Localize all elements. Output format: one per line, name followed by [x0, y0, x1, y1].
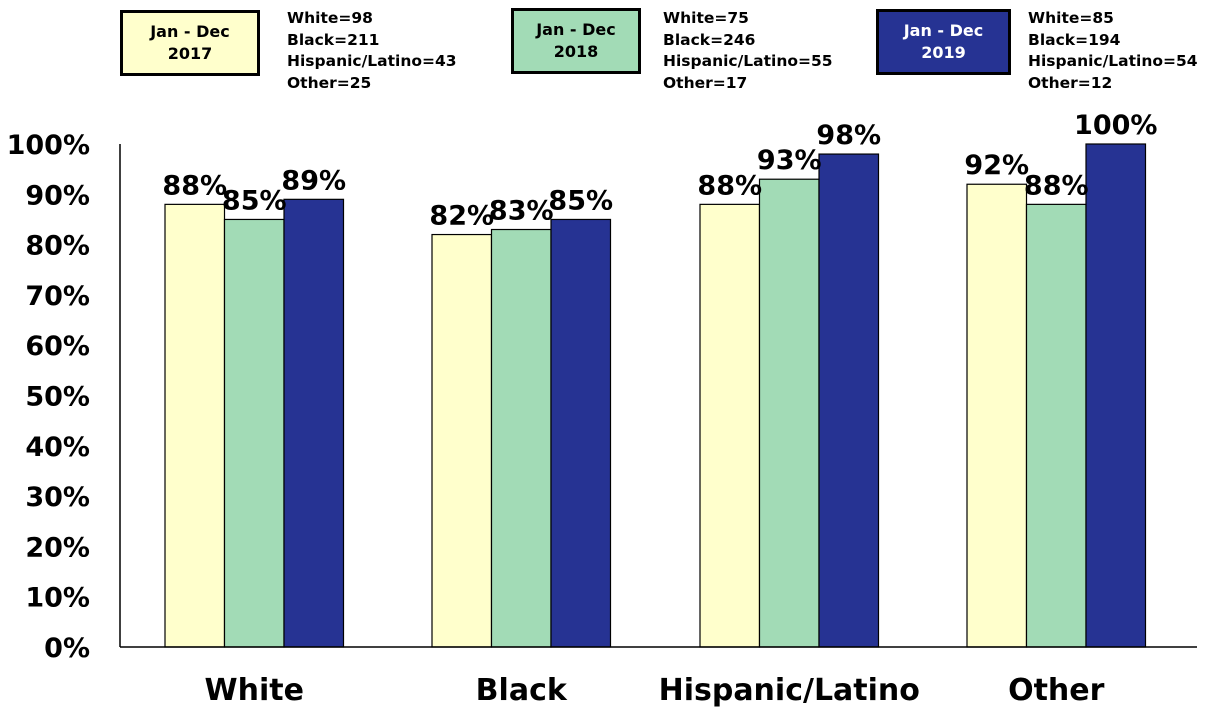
legend-counts-2017: White=98 Black=211 Hispanic/Latino=43 Ot…: [287, 8, 457, 94]
data-label-hispanic-latino-1: 93%: [757, 145, 822, 176]
legend-swatch-2017-line1: Jan - Dec: [150, 22, 230, 41]
y-tick-label-10: 100%: [7, 130, 90, 161]
data-label-other-0: 92%: [964, 150, 1029, 181]
y-tick-label-8: 80%: [25, 231, 90, 262]
bars-group: [164, 143, 1147, 648]
legend-counts-2019: White=85 Black=194 Hispanic/Latino=54 Ot…: [1028, 8, 1198, 94]
count-hispanic-2017: Hispanic/Latino=43: [287, 52, 457, 70]
count-other-2019: Other=12: [1028, 73, 1113, 92]
data-label-black-0: 82%: [429, 201, 494, 232]
count-black-2019: Black=194: [1028, 30, 1121, 49]
bar-other-0: [966, 183, 1028, 648]
y-tick-label-0: 0%: [44, 633, 90, 664]
y-tick-label-1: 10%: [25, 583, 90, 614]
data-label-white-2: 89%: [281, 165, 346, 196]
legend-swatch-2018: Jan - Dec 2018: [511, 8, 641, 74]
x-tick-label-white: White: [205, 673, 304, 707]
count-other-2017: Other=25: [287, 73, 372, 92]
count-white-2019: White=85: [1028, 9, 1114, 27]
x-tick-label-hispanic-latino: Hispanic/Latino: [659, 673, 920, 707]
y-tick-label-7: 70%: [25, 281, 90, 312]
legend-swatch-2017: Jan - Dec 2017: [120, 10, 260, 76]
count-other-2018: Other=17: [663, 73, 748, 92]
bar-white-1: [223, 218, 285, 648]
y-tick-label-4: 40%: [25, 432, 90, 463]
legend-swatch-2019: Jan - Dec 2019: [876, 9, 1011, 75]
y-tick-label-6: 60%: [25, 331, 90, 362]
count-hispanic-2018: Hispanic/Latino=55: [663, 52, 833, 70]
data-label-black-2: 85%: [548, 185, 613, 216]
data-label-white-0: 88%: [162, 170, 227, 201]
legend-counts-2018: White=75 Black=246 Hispanic/Latino=55 Ot…: [663, 8, 833, 94]
count-hispanic-2019: Hispanic/Latino=54: [1028, 52, 1198, 70]
data-label-hispanic-latino-0: 88%: [697, 170, 762, 201]
legend-swatch-2019-line1: Jan - Dec: [903, 21, 984, 40]
bar-hispanic-latino-1: [758, 178, 820, 648]
bar-white-0: [164, 203, 226, 648]
bar-black-0: [431, 233, 493, 648]
y-tick-label-5: 50%: [25, 382, 90, 413]
bar-other-1: [1025, 203, 1087, 648]
legend-swatch-2018-line1: Jan - Dec: [536, 20, 616, 39]
y-tick-label-9: 90%: [25, 180, 90, 211]
axes-group: [119, 144, 1197, 648]
count-black-2018: Black=246: [663, 30, 756, 49]
legend-swatch-2019-line2: 2019: [921, 43, 966, 62]
data-label-other-2: 100%: [1074, 110, 1157, 141]
bar-hispanic-latino-0: [699, 203, 761, 648]
data-label-other-1: 88%: [1024, 170, 1089, 201]
bar-black-2: [550, 218, 612, 648]
data-label-black-1: 83%: [489, 196, 554, 227]
bar-black-1: [490, 228, 552, 648]
data-label-white-1: 85%: [222, 185, 287, 216]
x-tick-label-black: Black: [476, 673, 568, 707]
count-white-2018: White=75: [663, 9, 749, 27]
count-white-2017: White=98: [287, 9, 373, 27]
legend-swatch-2018-line2: 2018: [553, 42, 599, 61]
x-tick-label-other: Other: [1008, 673, 1105, 707]
bar-white-2: [283, 198, 345, 648]
count-black-2017: Black=211: [287, 30, 380, 49]
y-tick-label-3: 30%: [25, 482, 90, 513]
y-tick-label-2: 20%: [25, 532, 90, 563]
bar-hispanic-latino-2: [818, 153, 880, 648]
labels-group: 88%85%89%White82%83%85%Black88%93%98%His…: [7, 110, 1158, 707]
data-label-hispanic-latino-2: 98%: [816, 120, 881, 151]
bar-other-2: [1085, 143, 1147, 648]
legend-swatch-2017-line2: 2017: [167, 44, 213, 63]
